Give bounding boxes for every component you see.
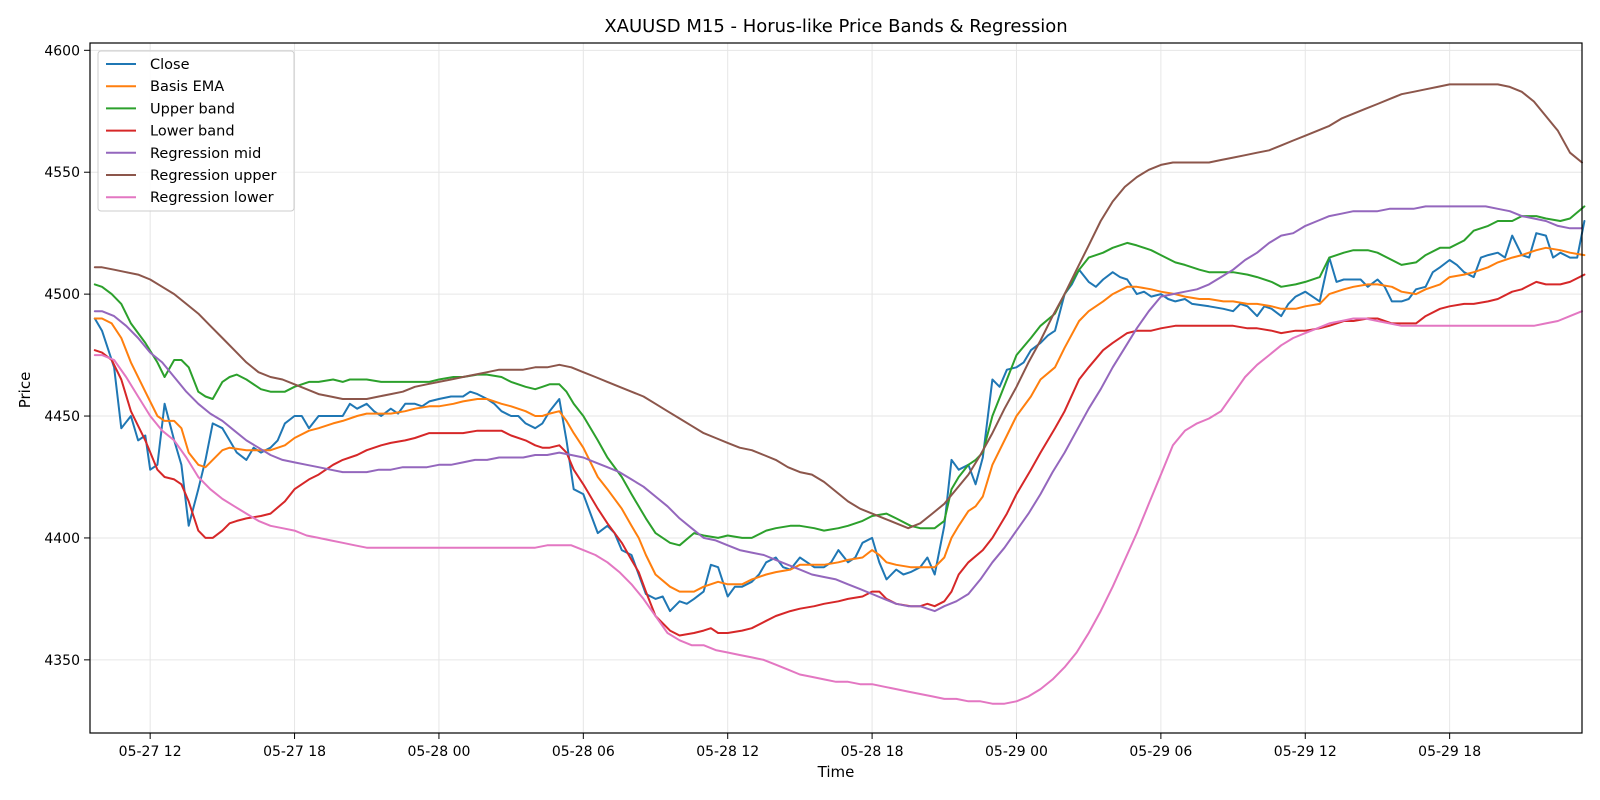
- y-tick-label: 4550: [44, 165, 80, 181]
- x-tick-label: 05-29 06: [1129, 744, 1192, 760]
- x-tick-label: 05-27 12: [119, 744, 182, 760]
- x-tick-label: 05-28 18: [841, 744, 904, 760]
- y-axis: 4350 4400 4450 4500 4550 4600: [44, 43, 90, 669]
- x-tick-label: 05-28 12: [696, 744, 759, 760]
- legend-label-regression-mid: Regression mid: [150, 146, 261, 162]
- y-axis-label: Price: [16, 372, 34, 409]
- y-tick-label: 4500: [44, 287, 80, 303]
- chart-title: XAUUSD M15 - Horus-like Price Bands & Re…: [604, 16, 1067, 37]
- legend-label-lower-band: Lower band: [150, 124, 235, 140]
- series-lines: [93, 83, 1586, 705]
- legend-label-basis-ema: Basis EMA: [150, 79, 224, 95]
- series-line-basis-ema: [93, 246, 1586, 593]
- x-axis-label: Time: [817, 763, 855, 781]
- legend-label-close: Close: [150, 57, 190, 73]
- legend: Close Basis EMA Upper band Lower band Regres…: [97, 50, 295, 212]
- series-line-regression-mid: [93, 205, 1583, 613]
- x-tick-label: 05-29 18: [1418, 744, 1481, 760]
- series-line-regression-upper: [93, 83, 1583, 530]
- legend-label-regression-upper: Regression upper: [150, 168, 276, 184]
- plot-frame: [89, 42, 1583, 734]
- series-line-regression-lower: [93, 310, 1583, 705]
- series-line-upper-band: [93, 205, 1586, 547]
- x-tick-label: 05-27 18: [263, 744, 326, 760]
- x-axis: 05-27 12 05-27 18 05-28 00 05-28 06 05-28 12…: [119, 733, 1481, 760]
- y-tick-label: 4350: [44, 653, 80, 669]
- series-line-close: [93, 220, 1586, 613]
- legend-box: [97, 50, 295, 212]
- x-tick-label: 05-29 12: [1274, 744, 1337, 760]
- x-tick-label: 05-28 00: [407, 744, 470, 760]
- y-tick-label: 4400: [44, 531, 80, 547]
- x-tick-label: 05-28 06: [552, 744, 615, 760]
- y-tick-label: 4450: [44, 409, 80, 425]
- legend-label-regression-lower: Regression lower: [150, 190, 274, 206]
- y-tick-label: 4600: [44, 43, 80, 59]
- legend-label-upper-band: Upper band: [150, 101, 235, 117]
- grid: [90, 43, 1582, 733]
- x-tick-label: 05-29 00: [985, 744, 1048, 760]
